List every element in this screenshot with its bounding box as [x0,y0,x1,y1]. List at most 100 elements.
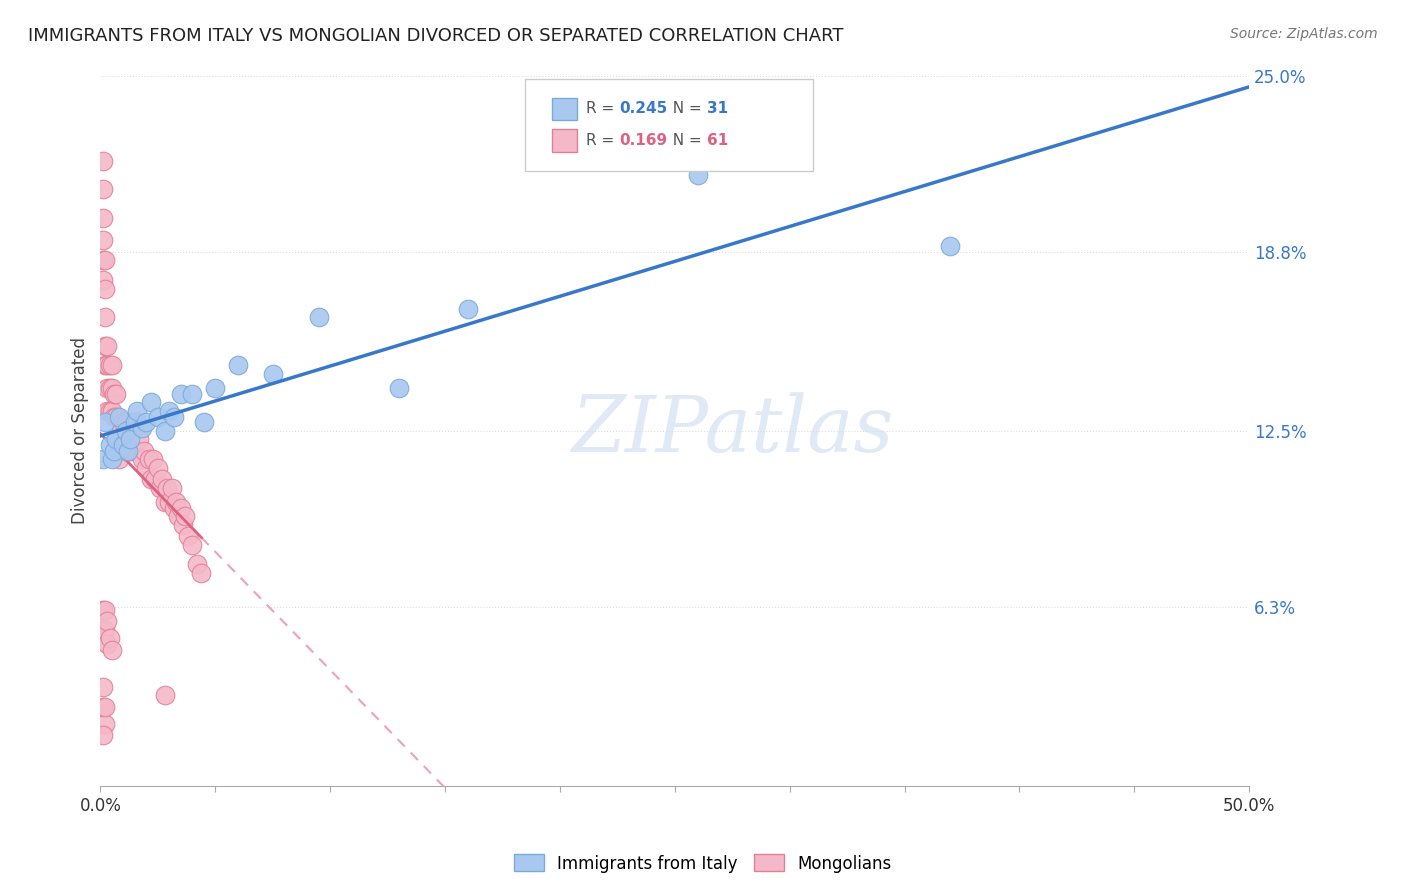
Immigrants from Italy [146,409,169,424]
Mongolians [139,472,162,486]
Immigrants from Italy [153,424,176,438]
Mongolians [117,424,139,438]
Mongolians [114,443,136,458]
Mongolians [98,381,121,395]
Immigrants from Italy [388,381,411,395]
Legend: Immigrants from Italy, Mongolians: Immigrants from Italy, Mongolians [508,847,898,880]
Y-axis label: Divorced or Separated: Divorced or Separated [72,337,89,524]
Mongolians [94,603,117,617]
Mongolians [138,452,160,467]
Mongolians [163,500,186,515]
Mongolians [91,273,114,287]
Mongolians [105,387,128,401]
Immigrants from Italy [163,409,186,424]
Mongolians [114,415,136,429]
Mongolians [153,688,176,702]
Mongolians [121,415,143,429]
Mongolians [103,409,125,424]
Mongolians [94,282,117,296]
Mongolians [165,495,187,509]
Mongolians [150,472,173,486]
Immigrants from Italy [124,415,146,429]
Text: R =: R = [586,133,620,148]
Immigrants from Italy [105,433,128,447]
Immigrants from Italy [157,404,180,418]
Mongolians [101,642,124,657]
Mongolians [135,460,157,475]
Mongolians [94,253,117,268]
Immigrants from Italy [103,443,125,458]
Mongolians [132,443,155,458]
Mongolians [145,472,167,486]
Text: 61: 61 [707,133,728,148]
Immigrants from Italy [91,452,114,467]
Text: 0.169: 0.169 [620,133,668,148]
Mongolians [91,211,114,225]
Immigrants from Italy [120,433,142,447]
Mongolians [149,481,172,495]
Mongolians [91,182,114,196]
Immigrants from Italy [117,443,139,458]
Mongolians [96,615,118,629]
Text: N =: N = [664,133,707,148]
Mongolians [142,452,165,467]
Mongolians [91,623,114,637]
Immigrants from Italy [114,424,136,438]
Mongolians [101,404,124,418]
Mongolians [190,566,212,580]
Mongolians [103,387,125,401]
Mongolians [96,404,118,418]
Mongolians [176,529,198,543]
Mongolians [98,404,121,418]
Mongolians [167,509,190,524]
Text: 0.245: 0.245 [620,102,668,117]
Mongolians [91,603,114,617]
Mongolians [96,381,118,395]
Immigrants from Italy [181,387,204,401]
Mongolians [94,338,117,352]
Mongolians [91,699,114,714]
Mongolians [94,310,117,325]
Mongolians [101,381,124,395]
Text: N =: N = [664,102,707,117]
Mongolians [91,253,114,268]
Text: IMMIGRANTS FROM ITALY VS MONGOLIAN DIVORCED OR SEPARATED CORRELATION CHART: IMMIGRANTS FROM ITALY VS MONGOLIAN DIVOR… [28,27,844,45]
Mongolians [107,452,129,467]
Mongolians [160,481,183,495]
Mongolians [94,716,117,731]
Mongolians [127,415,149,429]
FancyBboxPatch shape [551,97,576,120]
Mongolians [91,233,114,247]
Mongolians [186,558,208,572]
Mongolians [94,359,117,373]
Immigrants from Italy [112,438,135,452]
Text: R =: R = [586,102,620,117]
Mongolians [94,699,117,714]
Immigrants from Italy [94,415,117,429]
FancyBboxPatch shape [551,128,576,152]
Mongolians [146,460,169,475]
Immigrants from Italy [262,367,284,381]
Mongolians [105,409,128,424]
Mongolians [181,537,204,551]
Immigrants from Italy [308,310,330,325]
Mongolians [174,509,197,524]
Immigrants from Italy [193,415,215,429]
Immigrants from Italy [139,395,162,409]
Mongolians [98,359,121,373]
Immigrants from Italy [107,409,129,424]
Text: 31: 31 [707,102,728,117]
Immigrants from Italy [686,168,709,182]
Mongolians [91,728,114,742]
Mongolians [172,517,194,532]
Text: ZIPatlas: ZIPatlas [571,392,893,469]
Mongolians [98,632,121,646]
Mongolians [153,495,176,509]
Immigrants from Italy [939,239,962,253]
Mongolians [110,424,132,438]
Immigrants from Italy [101,452,124,467]
Immigrants from Italy [457,301,479,316]
Mongolians [96,359,118,373]
Immigrants from Italy [131,421,153,435]
Mongolians [131,452,153,467]
